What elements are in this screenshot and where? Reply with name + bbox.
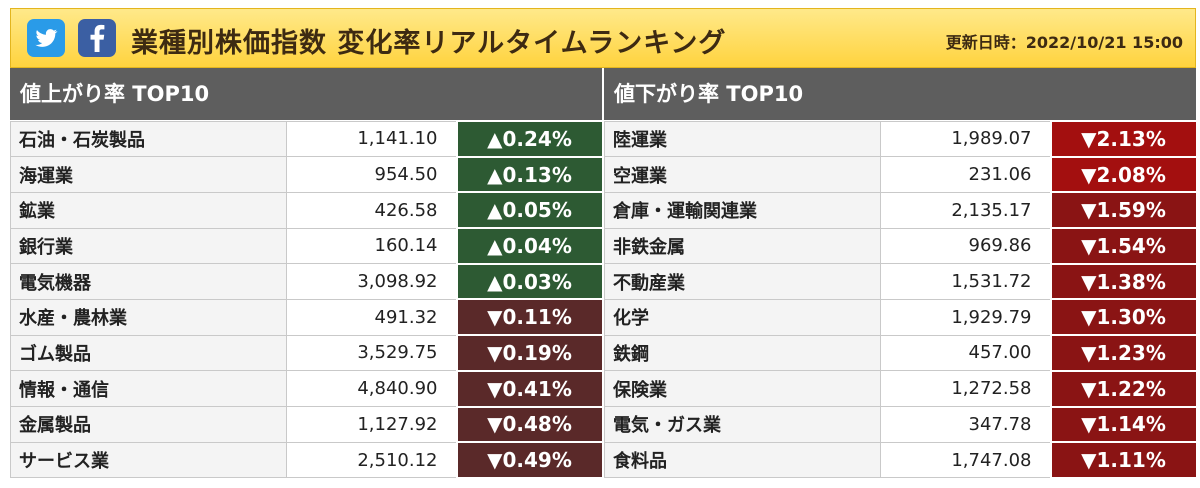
change-badge: ▼1.54% xyxy=(1049,227,1198,265)
table-row[interactable]: 空運業 231.06 ▼2.08% xyxy=(604,155,1198,194)
index-value: 2,510.12 xyxy=(286,441,457,479)
change-badge: ▼1.38% xyxy=(1049,262,1198,301)
sector-name: 銀行業 xyxy=(10,227,287,265)
index-value: 1,141.10 xyxy=(286,120,457,158)
table-row[interactable]: サービス業 2,510.12 ▼0.49% xyxy=(10,441,604,479)
change-badge: ▼0.49% xyxy=(455,441,604,479)
table-row[interactable]: 金属製品 1,127.92 ▼0.48% xyxy=(10,405,604,444)
index-value: 1,272.58 xyxy=(880,370,1051,407)
index-value: 457.00 xyxy=(880,334,1051,372)
page-title: 業種別株価指数 変化率リアルタイムランキング xyxy=(131,28,727,59)
index-value: 160.14 xyxy=(286,227,457,265)
sector-name: サービス業 xyxy=(10,441,287,479)
change-badge: ▼1.22% xyxy=(1049,369,1198,408)
table-row[interactable]: 陸運業 1,989.07 ▼2.13% xyxy=(604,120,1198,158)
sector-name: 倉庫・運輸関連業 xyxy=(604,191,881,229)
index-value: 969.86 xyxy=(880,227,1051,265)
sector-name: 保険業 xyxy=(604,370,881,407)
gainers-panel: 値上がり率 TOP10 石油・石炭製品 1,141.10 ▲0.24% 海運業 954.… xyxy=(10,68,604,479)
twitter-icon xyxy=(35,29,58,47)
sector-name: 石油・石炭製品 xyxy=(10,120,287,158)
sector-name: 金属製品 xyxy=(10,406,287,443)
gainers-table: 石油・石炭製品 1,141.10 ▲0.24% 海運業 954.50 ▲0.13% 鉱業 42… xyxy=(10,120,604,479)
index-value: 4,840.90 xyxy=(286,370,457,407)
sector-name: 陸運業 xyxy=(604,120,881,158)
sector-name: 情報・通信 xyxy=(10,370,287,407)
index-value: 954.50 xyxy=(286,156,457,193)
index-value: 1,531.72 xyxy=(880,263,1051,300)
index-value: 231.06 xyxy=(880,156,1051,193)
sector-name: 鉱業 xyxy=(10,191,287,229)
table-row[interactable]: 化学 1,929.79 ▼1.30% xyxy=(604,298,1198,337)
change-badge: ▼1.59% xyxy=(1049,191,1198,230)
table-row[interactable]: 電気・ガス業 347.78 ▼1.14% xyxy=(604,405,1198,444)
table-row[interactable]: 鉄鋼 457.00 ▼1.23% xyxy=(604,334,1198,372)
change-badge: ▲0.13% xyxy=(455,155,604,194)
sector-name: 不動産業 xyxy=(604,263,881,300)
index-value: 1,989.07 xyxy=(880,120,1051,158)
change-badge: ▲0.03% xyxy=(455,262,604,301)
index-value: 1,929.79 xyxy=(880,298,1051,336)
twitter-share-button[interactable] xyxy=(27,19,65,57)
sector-name: 化学 xyxy=(604,298,881,336)
losers-table: 陸運業 1,989.07 ▼2.13% 空運業 231.06 ▼2.08% 倉庫・運輸関連業… xyxy=(604,120,1198,479)
losers-heading: 値下がり率 TOP10 xyxy=(604,68,1196,120)
gainers-heading: 値上がり率 TOP10 xyxy=(10,68,602,120)
table-row[interactable]: 石油・石炭製品 1,141.10 ▲0.24% xyxy=(10,120,604,158)
sector-name: 海運業 xyxy=(10,156,287,193)
index-value: 347.78 xyxy=(880,406,1051,443)
index-value: 1,127.92 xyxy=(286,406,457,443)
page-header: 業種別株価指数 変化率リアルタイムランキング 更新日時：2022/10/21 1… xyxy=(10,8,1196,68)
sector-name: ゴム製品 xyxy=(10,334,287,372)
change-badge: ▲0.05% xyxy=(455,191,604,230)
table-row[interactable]: 水産・農林業 491.32 ▼0.11% xyxy=(10,298,604,337)
index-value: 2,135.17 xyxy=(880,191,1051,229)
sector-name: 食料品 xyxy=(604,441,881,479)
sector-name: 電気機器 xyxy=(10,263,287,300)
sector-name: 水産・農林業 xyxy=(10,298,287,336)
sector-name: 電気・ガス業 xyxy=(604,406,881,443)
change-badge: ▲0.04% xyxy=(455,227,604,265)
change-badge: ▼0.11% xyxy=(455,298,604,337)
update-timestamp: 更新日時：2022/10/21 15:00 xyxy=(945,33,1183,52)
index-value: 491.32 xyxy=(286,298,457,336)
table-row[interactable]: ゴム製品 3,529.75 ▼0.19% xyxy=(10,334,604,372)
change-badge: ▼0.19% xyxy=(455,334,604,372)
sector-name: 鉄鋼 xyxy=(604,334,881,372)
index-value: 3,098.92 xyxy=(286,263,457,300)
change-badge: ▼2.13% xyxy=(1049,120,1198,158)
table-row[interactable]: 銀行業 160.14 ▲0.04% xyxy=(10,227,604,265)
table-row[interactable]: 倉庫・運輸関連業 2,135.17 ▼1.59% xyxy=(604,191,1198,230)
facebook-icon xyxy=(90,24,105,52)
change-badge: ▼0.41% xyxy=(455,369,604,408)
change-badge: ▼1.14% xyxy=(1049,405,1198,444)
sector-name: 非鉄金属 xyxy=(604,227,881,265)
index-value: 1,747.08 xyxy=(880,441,1051,479)
index-value: 3,529.75 xyxy=(286,334,457,372)
table-row[interactable]: 保険業 1,272.58 ▼1.22% xyxy=(604,369,1198,408)
change-badge: ▼0.48% xyxy=(455,405,604,444)
table-row[interactable]: 食料品 1,747.08 ▼1.11% xyxy=(604,441,1198,479)
table-row[interactable]: 不動産業 1,531.72 ▼1.38% xyxy=(604,262,1198,301)
change-badge: ▲0.24% xyxy=(455,120,604,158)
losers-panel: 値下がり率 TOP10 陸運業 1,989.07 ▼2.13% 空運業 231.06 ▼2… xyxy=(604,68,1198,479)
table-row[interactable]: 情報・通信 4,840.90 ▼0.41% xyxy=(10,369,604,408)
change-badge: ▼1.23% xyxy=(1049,334,1198,372)
index-value: 426.58 xyxy=(286,191,457,229)
table-row[interactable]: 鉱業 426.58 ▲0.05% xyxy=(10,191,604,230)
sector-name: 空運業 xyxy=(604,156,881,193)
table-row[interactable]: 非鉄金属 969.86 ▼1.54% xyxy=(604,227,1198,265)
table-row[interactable]: 海運業 954.50 ▲0.13% xyxy=(10,155,604,194)
facebook-share-button[interactable] xyxy=(78,19,116,57)
change-badge: ▼1.11% xyxy=(1049,441,1198,479)
table-row[interactable]: 電気機器 3,098.92 ▲0.03% xyxy=(10,262,604,301)
change-badge: ▼2.08% xyxy=(1049,155,1198,194)
change-badge: ▼1.30% xyxy=(1049,298,1198,337)
